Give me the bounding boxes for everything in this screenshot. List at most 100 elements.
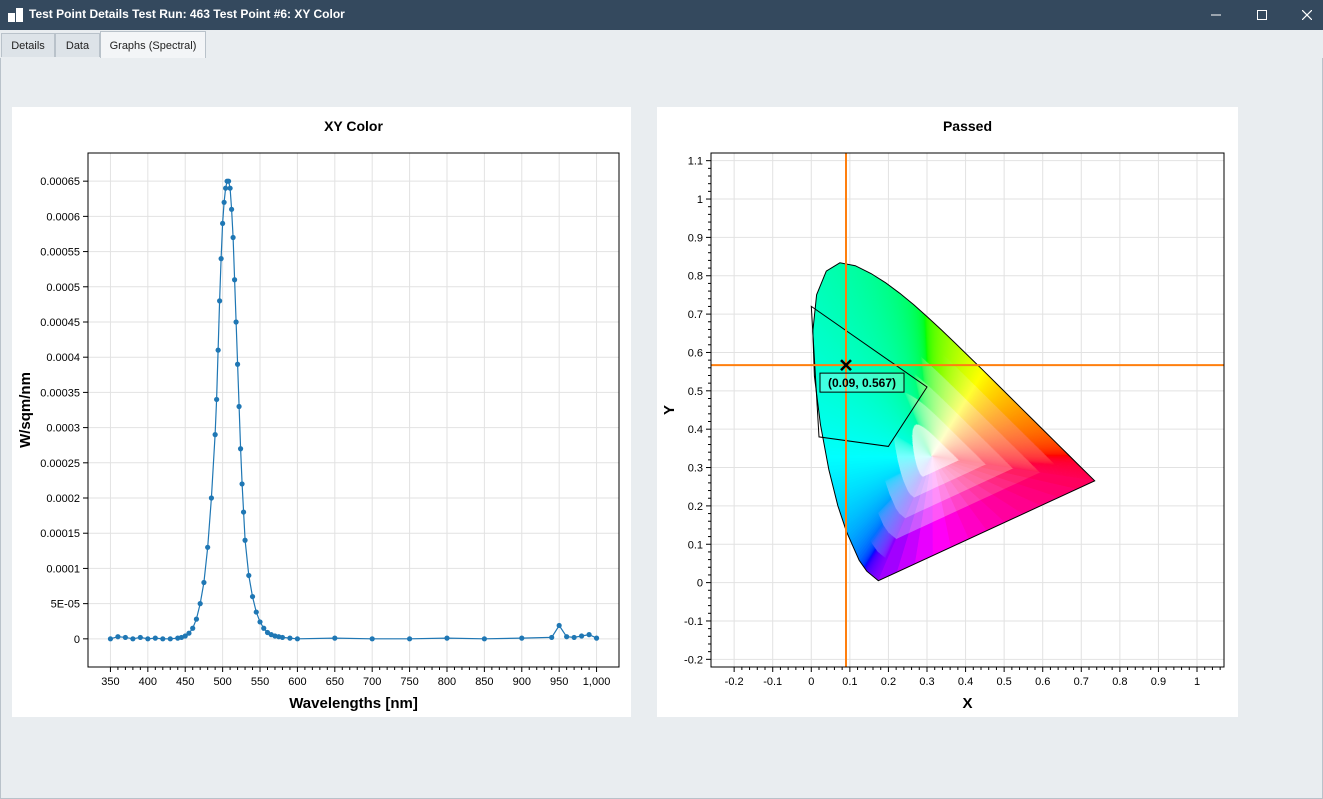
data-point: [197, 601, 203, 607]
y-tick-label: 0.2: [688, 501, 703, 513]
maximize-icon: [1257, 10, 1267, 20]
data-point: [160, 636, 166, 642]
close-icon: [1302, 10, 1312, 20]
y-tick-label: 0.8: [688, 271, 703, 283]
x-tick-label: 900: [513, 676, 531, 688]
chart-title: XY Color: [324, 118, 383, 134]
data-point: [223, 185, 229, 191]
data-point: [231, 277, 238, 283]
data-point: [593, 635, 600, 641]
spectral-chart-panel: XY Color 350 400 450 500 550 600 650 700 750 800 85…: [12, 107, 631, 717]
series-line: [110, 180, 597, 640]
y-tick-label: 0.00065: [40, 176, 80, 188]
tab-data[interactable]: Data: [55, 33, 100, 57]
data-point: [230, 234, 236, 241]
data-point: [246, 572, 252, 579]
y-tick-label: 0.0005: [46, 282, 80, 294]
y-axis-label: W/sqm/nm: [17, 372, 34, 448]
y-tick-label: 0.7: [688, 309, 703, 321]
x-tick-label: 500: [213, 676, 231, 688]
x-axis-label: Wavelengths [nm]: [289, 695, 418, 712]
data-point: [186, 630, 192, 636]
data-point: [130, 636, 136, 642]
data-point: [249, 593, 256, 600]
point-label: (0.09, 0.567): [828, 376, 896, 390]
spectral-chart[interactable]: XY Color 350 400 450 500 550 600 650 700 750 800 85…: [12, 107, 631, 717]
plot-frame: [710, 152, 1225, 668]
x-tick-label: 0.4: [958, 676, 973, 688]
data-point: [215, 347, 221, 353]
close-button[interactable]: [1284, 0, 1323, 30]
cie-chart-panel: Passed -0.2 -0.1 0 0.1 0.2 0.3 0.4 0.5 0.6 0.7 0.8 0…: [657, 107, 1238, 717]
x-tick-label: 650: [326, 676, 344, 688]
x-tick-label: 0.2: [881, 676, 896, 688]
data-point: [236, 403, 242, 410]
y-tick-label: 0.6: [688, 347, 703, 359]
tab-details[interactable]: Details: [1, 33, 55, 57]
data-point: [242, 537, 248, 543]
y-tick-label: 0.5: [688, 386, 703, 398]
maximize-button[interactable]: [1239, 0, 1285, 30]
data-point: [205, 544, 211, 550]
x-tick-label: 1: [1194, 676, 1200, 688]
x-tick-label: 450: [176, 676, 194, 688]
plot-frame: [87, 152, 620, 668]
y-tick-label: -0.2: [684, 654, 703, 666]
x-tick-label: 0.9: [1151, 676, 1166, 688]
data-point: [294, 636, 301, 642]
data-point: [122, 634, 128, 641]
gamut-cell: [838, 262, 856, 297]
data-point: [564, 634, 570, 640]
y-tick-label: 1.1: [688, 156, 703, 168]
tab-graphs-spectral-label: Graphs (Spectral): [109, 39, 197, 52]
window-titlebar[interactable]: Test Point Details Test Run: 463 Test Po…: [0, 0, 1323, 30]
y-tick-label: 0.0001: [46, 563, 80, 575]
data-point: [279, 634, 286, 641]
x-tick-label: 0.5: [996, 676, 1011, 688]
point-marker: [840, 359, 852, 372]
minimize-button[interactable]: [1193, 0, 1239, 30]
x-tick-label: 550: [251, 676, 269, 688]
y-tick-label: 0.00015: [40, 528, 80, 540]
x-tick-label: 600: [288, 676, 306, 688]
y-tick-label: 0.1: [688, 539, 703, 551]
cie-chart[interactable]: Passed -0.2 -0.1 0 0.1 0.2 0.3 0.4 0.5 0.6 0.7 0.8 0…: [657, 107, 1238, 717]
x-tick-label: 0.6: [1035, 676, 1050, 688]
minimize-icon: [1211, 14, 1221, 16]
data-point: [190, 625, 196, 631]
data-point: [481, 636, 487, 642]
data-point: [227, 185, 233, 191]
data-point: [519, 635, 525, 641]
x-tick-label: -0.1: [763, 676, 782, 688]
tab-graphs-spectral[interactable]: Graphs (Spectral): [100, 31, 206, 59]
y-tick-label: 0.0002: [46, 493, 80, 505]
y-tick-label: 0.00035: [40, 387, 80, 399]
data-point: [233, 319, 239, 325]
x-tick-label: 0.1: [842, 676, 857, 688]
x-tick-label: 1,000: [583, 676, 611, 688]
data-point: [182, 633, 188, 639]
data-point: [107, 636, 114, 642]
data-point: [253, 609, 259, 615]
x-tick-label: 700: [363, 676, 381, 688]
y-tick-label: -0.1: [684, 616, 703, 628]
y-tick-label: 0.0006: [46, 211, 80, 223]
tolerance-region: [810, 305, 928, 447]
y-tick-label: 5E-05: [51, 599, 80, 611]
gamut-fill: [812, 262, 1095, 581]
data-point: [444, 635, 450, 641]
x-tick-label: 750: [400, 676, 418, 688]
y-axis-label: Y: [661, 405, 678, 415]
data-point: [218, 256, 224, 262]
app-icon: [8, 8, 23, 22]
y-tick-label: 0.00025: [40, 458, 80, 470]
x-tick-label: 0.3: [919, 676, 934, 688]
data-point: [221, 199, 227, 205]
data-point: [234, 361, 241, 367]
data-point: [212, 432, 218, 438]
data-point: [556, 622, 562, 629]
x-tick-label: 0.8: [1112, 676, 1127, 688]
y-tick-label: 0.00045: [40, 317, 80, 329]
data-point: [579, 633, 585, 639]
spectral-locus: [812, 262, 1096, 582]
